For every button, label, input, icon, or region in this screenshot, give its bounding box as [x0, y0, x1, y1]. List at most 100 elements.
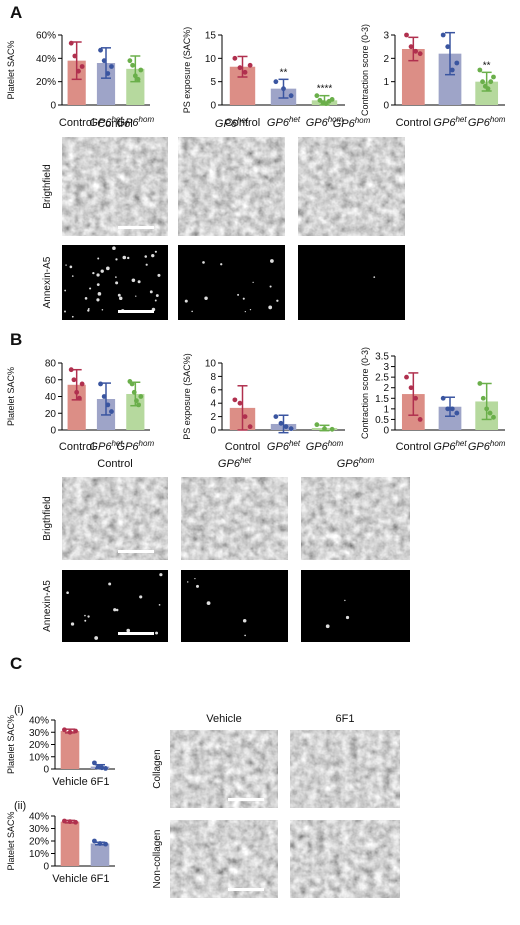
y-tick-label: 0	[43, 862, 49, 873]
fluorescent-spot	[117, 293, 121, 297]
fluorescent-spot	[84, 614, 86, 617]
y-tick-label: 1.5	[375, 394, 389, 405]
x-tick-label: GP6het	[89, 115, 123, 129]
y-tick-label: 0	[50, 426, 56, 437]
y-tick-label: 4	[210, 399, 216, 410]
error-bar	[237, 385, 248, 431]
error-bar	[445, 31, 455, 76]
y-tick-label: 2	[383, 54, 389, 65]
bar	[60, 731, 80, 769]
fluorescent-spot	[144, 255, 148, 258]
y-axis-title: PS exposure (SAC%)	[182, 353, 192, 440]
data-point	[127, 58, 133, 64]
data-point	[74, 389, 80, 395]
data-point	[68, 367, 74, 373]
image-column-label: GP6hom	[337, 456, 375, 470]
error-bar	[278, 414, 289, 434]
bar	[401, 49, 425, 105]
data-point	[132, 73, 138, 79]
x-tick-label: Control	[59, 117, 94, 129]
x-tick-label: Control	[59, 441, 94, 453]
data-point	[73, 819, 78, 825]
y-tick-label: 0	[210, 426, 216, 437]
data-point	[109, 409, 114, 414]
fluorescent-spot	[118, 296, 123, 301]
brightfield-image	[170, 820, 278, 898]
fluorescent-spot	[244, 310, 246, 313]
data-point	[491, 414, 496, 420]
fluorescent-spot	[115, 276, 117, 278]
y-tick-label: 5	[210, 77, 216, 88]
fluorescent-spot	[276, 299, 279, 302]
image-row-label: Non-collagen	[152, 830, 163, 889]
fluorescent-spot	[94, 636, 99, 640]
data-point	[408, 44, 414, 50]
scale-bar	[228, 798, 264, 801]
fluorescent-spot	[92, 271, 95, 275]
image-column-label: 6F1	[336, 713, 355, 725]
data-point	[62, 818, 67, 824]
y-axis-title: Platelet SAC%	[6, 811, 16, 870]
fluorescent-spot	[101, 308, 104, 311]
fluorescent-spot	[184, 299, 188, 303]
data-point	[417, 51, 423, 57]
error-bar	[408, 36, 419, 62]
y-tick-label: 80	[45, 359, 57, 370]
bar	[96, 63, 116, 105]
x-tick-label: Control	[225, 441, 260, 453]
data-point	[98, 381, 103, 387]
fluorescent-spot	[108, 582, 112, 586]
data-point	[129, 381, 135, 387]
y-tick-label: 6	[210, 385, 216, 396]
bar	[60, 821, 80, 866]
y-tick-label: 3	[383, 362, 389, 373]
bar	[90, 843, 110, 866]
y-tick-label: 15	[205, 31, 217, 42]
data-point	[404, 32, 409, 38]
significance: **	[280, 67, 288, 78]
fluorescent-spot	[69, 265, 73, 269]
x-tick-label: Control	[396, 117, 431, 129]
y-tick-label: 20	[45, 409, 57, 420]
fluorescent-spot	[155, 631, 159, 635]
image-column-label: Control	[97, 118, 132, 130]
data-point	[101, 58, 107, 64]
y-tick-label: 1	[383, 404, 389, 415]
data-point	[273, 79, 279, 85]
y-tick-label: 8	[210, 372, 216, 383]
data-point	[413, 395, 419, 401]
fluorescent-spot	[106, 266, 110, 271]
fluorescent-spot	[97, 257, 100, 260]
data-point	[232, 55, 238, 61]
data-point	[76, 68, 81, 74]
fluorescent-spot	[112, 246, 116, 250]
fluorescent-spot	[137, 280, 141, 284]
bar	[475, 81, 499, 105]
x-tick-label: GP6hom	[306, 115, 344, 129]
image-column-label: Vehicle	[206, 713, 241, 725]
fluorescent-spot	[97, 292, 102, 296]
data-point	[477, 67, 483, 73]
fluorescent-spot	[115, 608, 119, 612]
panel-letter: B	[10, 330, 22, 349]
x-tick-label: GP6het	[433, 115, 467, 129]
fluorescent-spot	[87, 307, 90, 310]
y-tick-label: 60%	[36, 31, 56, 42]
fluorescent-spot	[139, 595, 143, 599]
fluorescent-spot	[113, 608, 117, 612]
data-point	[134, 398, 139, 404]
data-point	[130, 62, 136, 68]
data-point	[273, 414, 279, 419]
fluorescent-spot	[84, 297, 88, 300]
fluorescent-spot	[145, 263, 148, 266]
data-point	[103, 841, 108, 847]
y-tick-label: 20%	[36, 77, 56, 88]
data-point	[480, 395, 486, 401]
data-point	[242, 414, 248, 419]
fluorescent-spot	[131, 278, 136, 283]
data-point	[99, 765, 105, 771]
image-column-label: GP6het	[218, 456, 252, 470]
data-point	[138, 67, 144, 73]
data-point	[477, 381, 483, 386]
